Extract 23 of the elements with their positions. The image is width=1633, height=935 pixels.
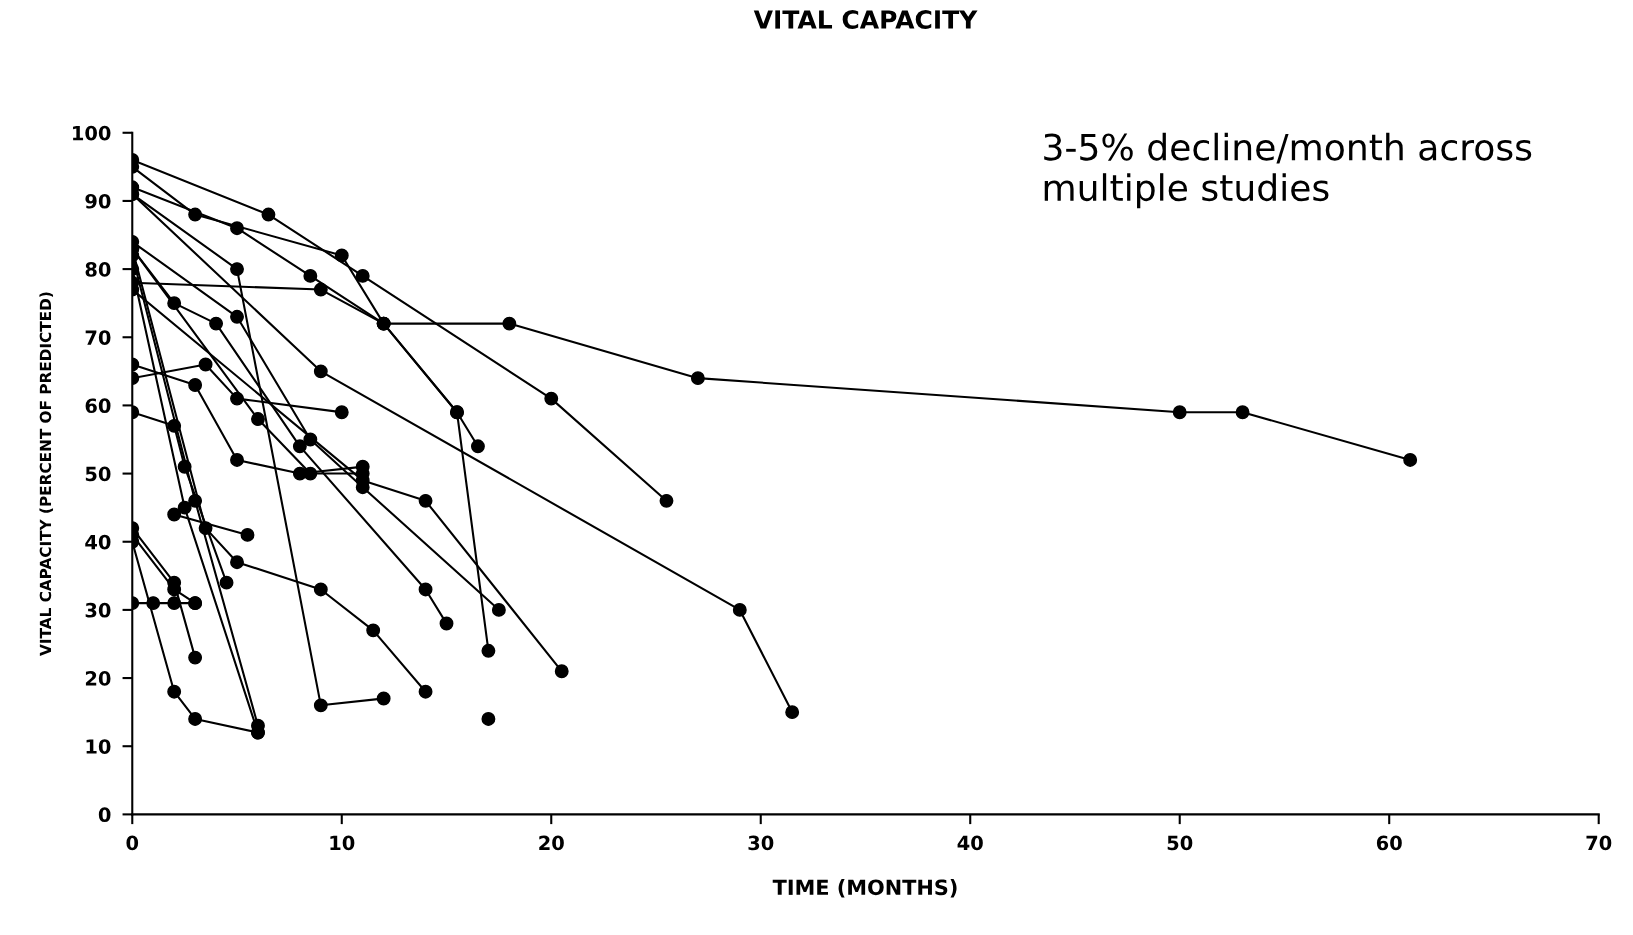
y-tick-label: 0 [98,807,111,823]
y-tick-label: 100 [73,125,111,141]
x-tick-label: 60 [1376,835,1402,851]
x-tick-label: 30 [748,835,774,851]
y-tick-label: 50 [85,466,111,482]
y-tick-label: 40 [85,534,111,550]
x-axis-title: TIME (MONTHS) [772,879,957,898]
x-tick-label: 40 [957,835,983,851]
y-tick-label: 10 [86,739,111,754]
x-tick-label: 0 [126,835,139,851]
y-tick-label: 20 [85,671,111,686]
chart-title: VITAL CAPACITY [753,10,978,29]
x-tick-label: 10 [330,835,355,851]
y-axis-title: VITAL CAPACITY (PERCENT OF PREDICTED) [39,292,54,656]
x-tick-label: 70 [1586,835,1612,851]
annotation: 3-5% decline/month across multiple studies [1044,132,1532,209]
y-tick-label: 80 [85,262,111,277]
y-tick-label: 60 [85,398,111,414]
x-tick-label: 50 [1167,835,1193,851]
y-tick-label: 30 [85,602,111,618]
y-tick-label: 90 [85,193,111,209]
y-tick-label: 70 [85,330,111,345]
x-tick-label: 20 [539,835,564,851]
